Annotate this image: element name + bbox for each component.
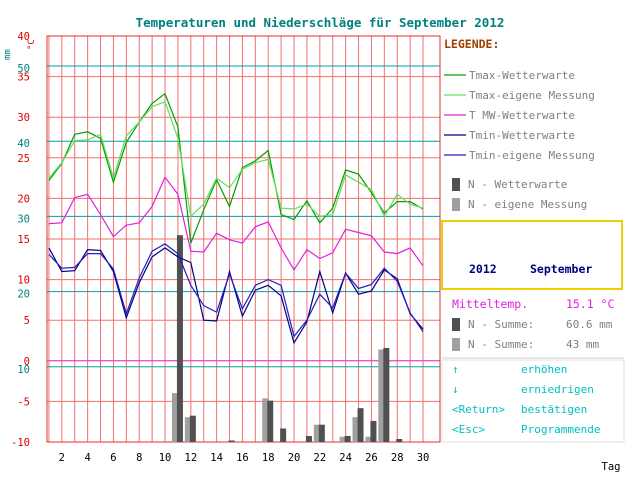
legend-entry-label: T MW-Wetterwarte [469, 109, 575, 122]
temp-tick-label: -5 [17, 396, 30, 408]
legend-entry-label: Tmax-Wetterwarte [469, 69, 575, 82]
temp-tick-label: -10 [11, 437, 30, 449]
bar-wetterwarte [267, 400, 274, 442]
bar-wetterwarte [280, 428, 287, 442]
month-info-box: 2012 September Mitteltemp. 15.1 °C N - Summe… [441, 220, 624, 359]
legend-entry-label: Tmax-eigene Messung [469, 89, 595, 102]
control-key: ↓ [452, 383, 459, 396]
day-tick-label: 26 [365, 452, 378, 464]
legend-swatch-bar [452, 178, 460, 191]
controls-frame [441, 359, 625, 443]
info-year: 2012 [469, 262, 497, 276]
bar-eigene-messung [378, 349, 385, 442]
series-line-2 [48, 101, 424, 218]
temperature-lines [48, 92, 424, 345]
bar-wetterwarte [305, 435, 312, 442]
temp-tick-label: 25 [17, 153, 30, 165]
bar-eigene-messung [262, 398, 269, 442]
precip-tick-label: 30 [17, 213, 30, 225]
mean-temp-value: 15.1 °C [566, 297, 615, 311]
temp-tick-label: 40 [17, 31, 30, 43]
control-action: erhöhen [521, 363, 567, 376]
bar-eigene-messung [184, 417, 191, 442]
bar-eigene-messung [365, 436, 372, 442]
bar-wetterwarte [344, 435, 351, 442]
bar-wetterwarte [396, 438, 403, 442]
bar-wetterwarte [228, 440, 235, 442]
info-month: September [530, 262, 592, 276]
sum-wetterwarte-swatch [452, 318, 460, 331]
day-tick-label: 4 [84, 452, 90, 464]
plot-frame [46, 35, 441, 443]
precip-unit-label: mm [3, 49, 13, 60]
series-line-3 [48, 176, 424, 272]
day-tick-label: 20 [288, 452, 301, 464]
control-key: <Esc> [452, 423, 485, 436]
temp-tick-label: 35 [17, 72, 30, 84]
sum-wetterwarte-label: N - Summe: [468, 318, 534, 331]
temp-tick-label: 20 [17, 193, 30, 205]
temp-tick-label: 15 [17, 234, 30, 246]
day-tick-label: 30 [417, 452, 430, 464]
precip-tick-label: 20 [17, 289, 30, 301]
bar-wetterwarte [357, 408, 364, 442]
info-box-frame [441, 220, 623, 290]
bar-wetterwarte [176, 235, 183, 442]
sum-eigene-swatch [452, 338, 460, 351]
sum-wetterwarte-value: 60.6 mm [566, 318, 613, 331]
legend-entry-label: Tmin-Wetterwarte [469, 129, 575, 142]
day-tick-label: 18 [262, 452, 275, 464]
precipitation-bars [171, 235, 403, 442]
bar-wetterwarte [370, 420, 377, 442]
chart-title: Temperaturen und Niederschläge für Septe… [136, 15, 505, 30]
sum-eigene-label: N - Summe: [468, 338, 534, 351]
legend-entry-label: Tmin-eigene Messung [469, 149, 595, 162]
plot-grid [46, 35, 441, 443]
temp-tick-label: 30 [17, 112, 30, 124]
control-key: ↑ [452, 363, 459, 376]
control-key: <Return> [452, 403, 505, 416]
precip-tick-label: 10 [17, 364, 30, 376]
bar-eigene-messung [339, 436, 346, 442]
legend-swatch-bar [452, 198, 460, 211]
day-tick-label: 8 [136, 452, 142, 464]
bar-wetterwarte [318, 424, 325, 442]
controls-help: ↑ erhöhen ↓ erniedrigen <Return> bestätigen <E… [441, 359, 625, 443]
temp-unit-label: °C [27, 39, 37, 50]
bar-wetterwarte [383, 348, 390, 442]
precip-tick-label: 50 [17, 63, 30, 75]
legend: LEGENDE: Tmax-Wetterwarte Tmax-eigene Mess… [444, 37, 595, 211]
series-line-5 [48, 243, 424, 338]
temp-tick-label: 10 [17, 275, 30, 287]
temp-tick-label: 0 [24, 356, 30, 368]
precip-tick-label: 40 [17, 138, 30, 150]
day-tick-label: 10 [159, 452, 172, 464]
day-tick-label: 12 [185, 452, 198, 464]
day-tick-label: 2 [59, 452, 65, 464]
control-action: Programmende [521, 423, 600, 436]
day-tick-label: 28 [391, 452, 404, 464]
control-action: bestätigen [521, 403, 587, 416]
legend-entry-label: N - eigene Messung [468, 198, 587, 211]
control-action: erniedrigen [521, 383, 594, 396]
day-tick-label: 24 [339, 452, 352, 464]
day-tick-label: 6 [110, 452, 116, 464]
day-tick-label: 16 [236, 452, 249, 464]
day-tick-label: 22 [314, 452, 327, 464]
x-axis-label: Tag [602, 461, 621, 473]
legend-title: LEGENDE: [444, 37, 499, 51]
bar-wetterwarte [189, 415, 196, 442]
day-tick-label: 14 [210, 452, 223, 464]
mean-temp-label: Mitteltemp. [452, 297, 528, 311]
bar-eigene-messung [352, 417, 359, 442]
series-line-4 [48, 247, 424, 345]
sum-eigene-value: 43 mm [566, 338, 599, 351]
legend-entry-label: N - Wetterwarte [468, 178, 567, 191]
bar-eigene-messung [171, 393, 178, 442]
bar-eigene-messung [313, 424, 320, 442]
temp-tick-label: 5 [24, 315, 30, 327]
series-line-1 [48, 92, 424, 244]
